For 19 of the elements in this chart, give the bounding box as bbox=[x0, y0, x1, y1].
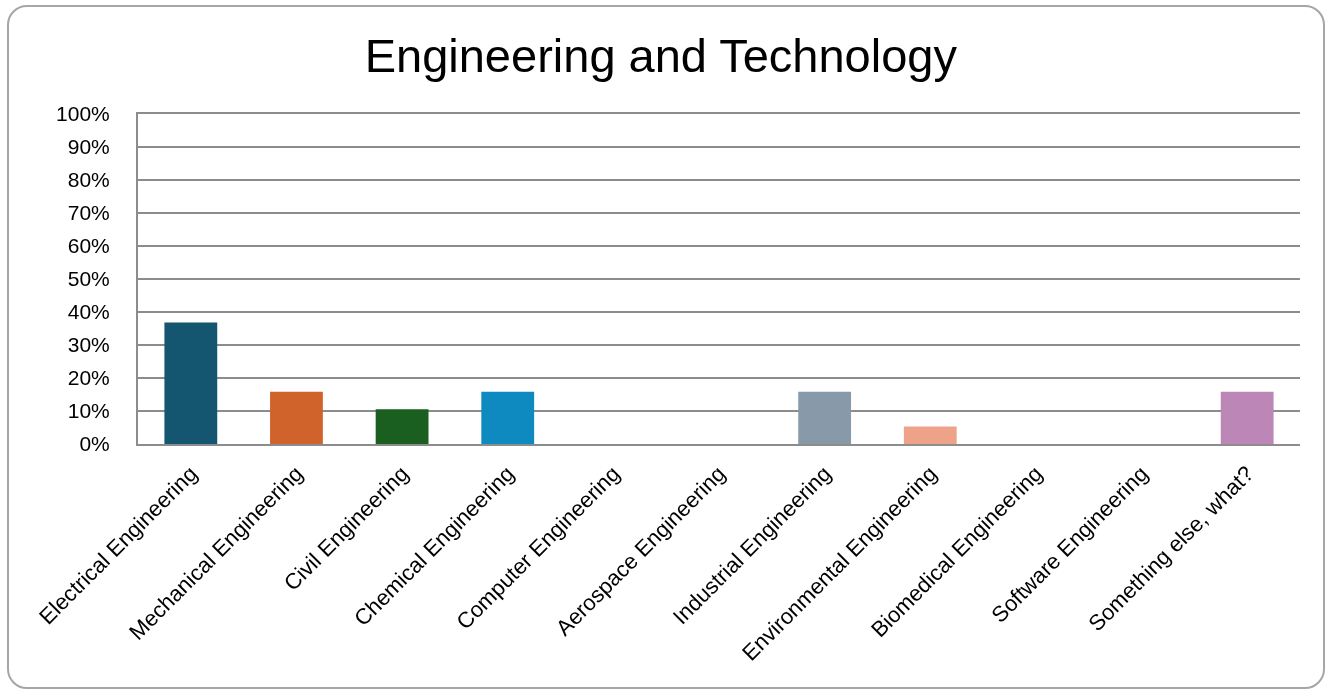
y-tick-label: 40% bbox=[67, 300, 110, 324]
bar bbox=[375, 409, 429, 444]
bar bbox=[164, 322, 218, 444]
bar bbox=[481, 391, 535, 444]
y-tick-label: 0% bbox=[79, 432, 110, 456]
bar bbox=[1220, 391, 1274, 444]
bar bbox=[903, 426, 957, 444]
bar bbox=[270, 391, 323, 444]
y-tick-label: 100% bbox=[56, 102, 110, 126]
y-tick-label: 80% bbox=[67, 168, 110, 192]
chart-title: Engineering and Technology bbox=[364, 29, 958, 83]
y-tick-label: 70% bbox=[67, 201, 110, 225]
y-tick-label: 20% bbox=[67, 366, 110, 390]
y-tick-label: 60% bbox=[67, 234, 110, 258]
y-tick-label: 10% bbox=[67, 399, 110, 423]
y-tick-label: 90% bbox=[67, 135, 110, 159]
bar bbox=[798, 391, 852, 444]
y-tick-label: 30% bbox=[67, 333, 110, 357]
y-tick-label: 50% bbox=[67, 267, 110, 291]
